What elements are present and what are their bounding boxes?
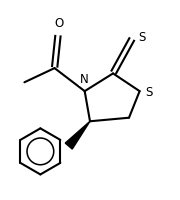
Text: S: S — [145, 86, 152, 99]
Polygon shape — [65, 121, 90, 149]
Text: O: O — [54, 17, 64, 30]
Text: N: N — [79, 73, 88, 86]
Text: S: S — [139, 31, 146, 44]
